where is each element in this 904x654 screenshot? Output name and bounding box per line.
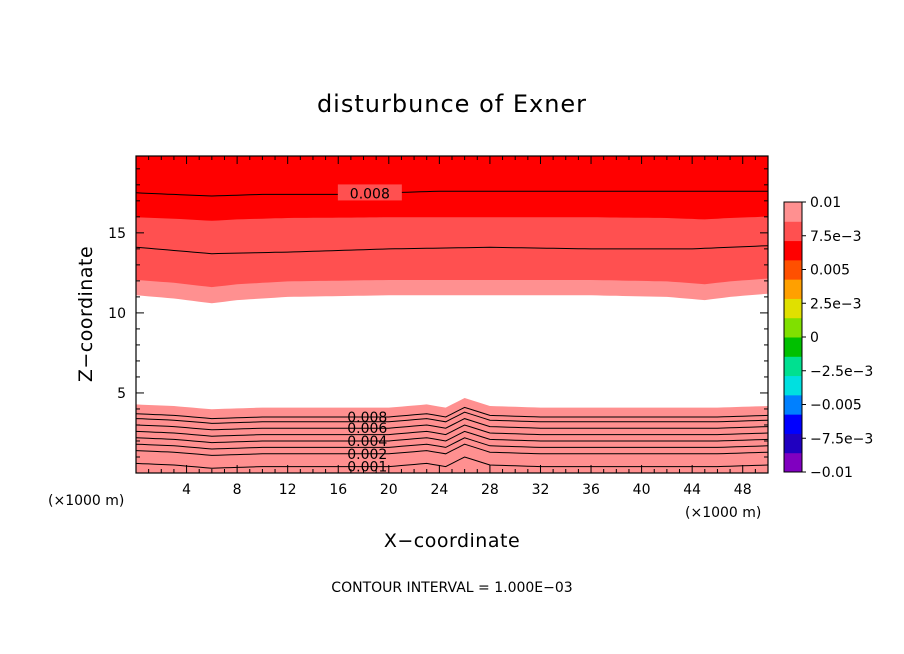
colorbar-label: −2.5e−3 [810,364,873,380]
colorbar-swatch [784,337,802,357]
upper-fill-band [136,156,768,198]
x-axis-label: X−coordinate [384,530,520,552]
colorbar-swatch [784,375,802,396]
contour-line [136,418,768,431]
contour-label: 0.001 [347,460,387,476]
contour-label: 0.008 [350,186,390,202]
x-axis-unit-right: (×1000 m) [685,505,761,521]
x-tick-label: 16 [329,482,347,498]
contour-line [136,190,768,197]
chart-title: disturbunce of Exner [317,90,587,118]
colorbar-swatch [784,240,802,261]
lower-fill [136,398,768,473]
colorbar-label: −0.005 [810,398,862,414]
x-tick-label: 24 [430,482,448,498]
colorbar-swatch [784,259,802,280]
x-tick-label: 32 [532,482,550,498]
y-tick-label: 10 [108,306,126,322]
contour-line [136,437,768,450]
x-axis-unit-left: (×1000 m) [48,493,124,509]
colorbar-label: 0 [810,330,819,346]
contour-lines [136,190,768,469]
colorbar-label: 0.01 [810,195,841,211]
colorbar-swatch [784,202,802,222]
x-tick-label: 12 [279,482,297,498]
contour-line [136,411,768,424]
contour-label: 0.008 [347,410,387,426]
colorbar-label: 7.5e−3 [810,229,862,245]
colorbar-swatch [784,452,802,473]
x-tick-label: 8 [233,482,242,498]
x-tick-label: 48 [734,482,752,498]
contour-line [136,456,768,469]
y-tick-label: 5 [117,386,126,402]
contour-line [136,424,768,437]
contour-line [136,406,768,420]
colorbar-label: −7.5e−3 [810,431,873,447]
contour-line [136,430,768,444]
x-tick-label: 4 [182,482,191,498]
contour-label: 0.006 [347,421,387,437]
y-axis-label: Z−coordinate [75,246,97,382]
x-tick-label: 36 [582,482,600,498]
contour-interval-note: CONTOUR INTERVAL = 1.000E−03 [331,580,572,596]
x-tick-label: 20 [380,482,398,498]
colorbar-label: 2.5e−3 [810,296,862,312]
colorbar-swatch [784,433,802,454]
colorbar-swatch [784,414,802,434]
colorbar: 0.01 7.5e−3 0.005 2.5e−3 0 −2.5e−3 −0.005 −7.5e… [783,195,873,481]
contour-line [136,443,768,456]
colorbar-label: 0.005 [810,263,850,279]
colorbar-swatch [784,356,802,377]
colorbar-swatch [784,394,802,415]
colorbar-swatch [784,279,802,299]
colorbar-label: −0.01 [810,465,853,481]
contour-label: 0.004 [347,434,387,450]
x-tick-label: 44 [683,482,701,498]
x-tick-label: 28 [481,482,499,498]
colorbar-swatch [784,317,802,338]
y-tick-label: 15 [108,226,126,242]
colorbar-swatch [784,298,802,319]
x-tick-label: 40 [633,482,651,498]
contour-label: 0.002 [347,447,387,463]
colorbar-swatch [784,221,802,242]
contour-line [136,245,768,255]
contour-label-gap [337,184,402,201]
